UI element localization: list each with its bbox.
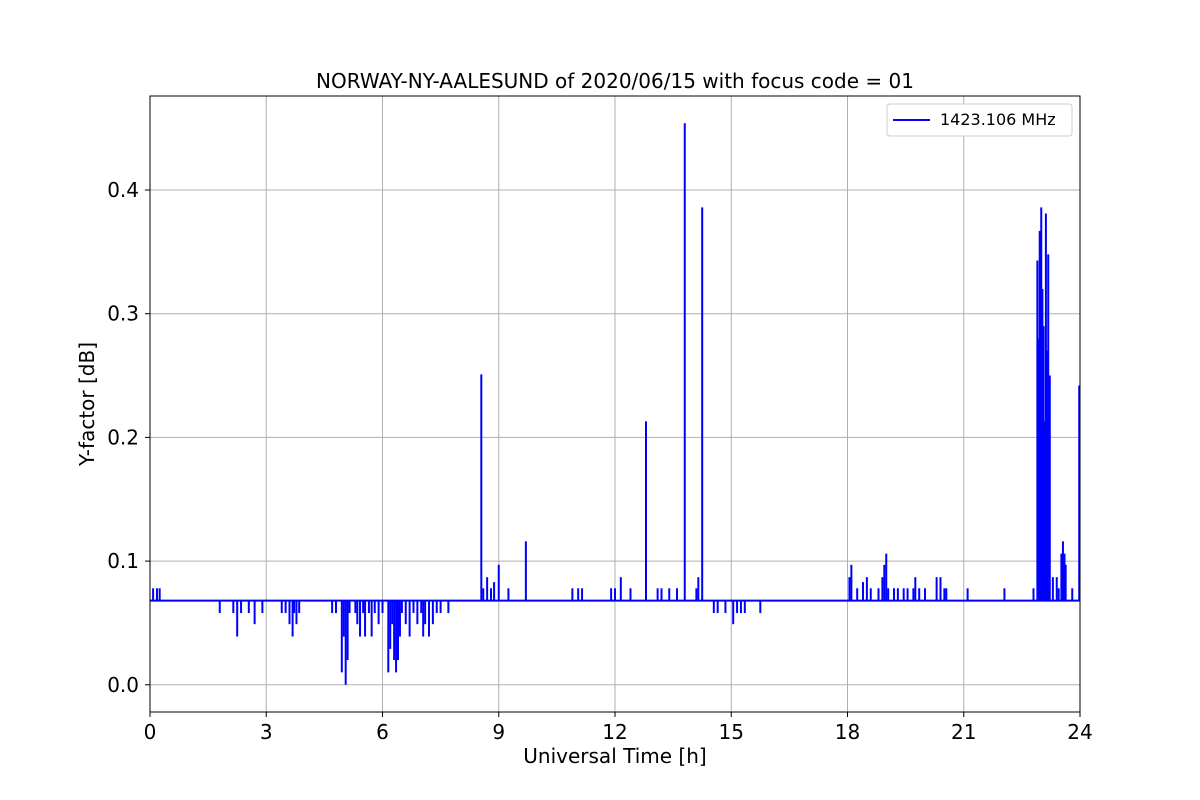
y-tick-label: 0.4	[107, 178, 139, 202]
chart-title: NORWAY-NY-AALESUND of 2020/06/15 with fo…	[316, 69, 914, 93]
y-axis-label: Y-factor [dB]	[75, 342, 99, 467]
x-tick-label: 3	[260, 720, 273, 744]
x-tick-label: 0	[144, 720, 157, 744]
x-tick-label: 18	[835, 720, 860, 744]
x-tick-label: 6	[376, 720, 389, 744]
legend-box	[886, 103, 1073, 137]
legend: 1423.106 MHz	[886, 103, 1073, 137]
y-tick-label: 0.3	[107, 302, 139, 326]
x-axis-ticks: 0 3 6 9 12 15 18 21 24	[144, 712, 1093, 744]
x-tick-label: 15	[719, 720, 744, 744]
x-tick-label: 9	[492, 720, 505, 744]
y-tick-label: 0.0	[107, 673, 139, 697]
x-axis-label: Universal Time [h]	[523, 744, 706, 768]
x-tick-label: 12	[602, 720, 627, 744]
plot-series	[150, 123, 1081, 685]
x-tick-label: 24	[1067, 720, 1092, 744]
y-tick-label: 0.1	[107, 549, 139, 573]
y-tick-label: 0.2	[107, 425, 139, 449]
x-tick-label: 21	[951, 720, 976, 744]
y-axis-ticks: 0.0 0.1 0.2 0.3 0.4	[107, 178, 150, 697]
legend-label: 1423.106 MHz	[940, 110, 1056, 129]
